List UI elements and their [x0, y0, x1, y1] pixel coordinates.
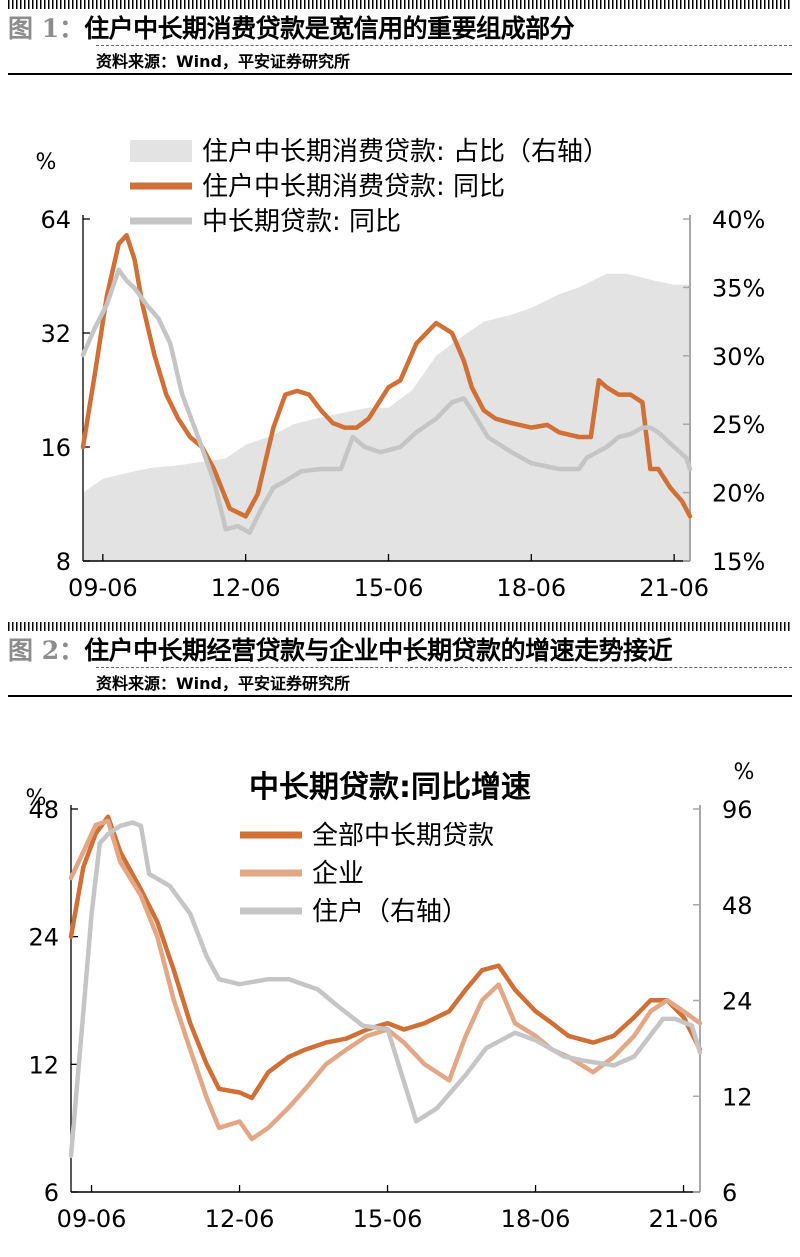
legend-label-2: 中长期贷款: 同比 — [202, 207, 401, 237]
y-axis-label: % — [36, 150, 57, 175]
series-line-2 — [68, 820, 703, 1159]
x-tick-label: 21-06 — [639, 574, 709, 602]
chart1: 8 16 32 64 15% 20% 25% 30% 35% 40% 09-06 12-06 15-06… — [36, 137, 766, 602]
series-line-0 — [68, 814, 703, 1101]
y2-tick-label: 20% — [712, 480, 765, 508]
y-tick-label: 48 — [28, 796, 59, 824]
y2-tick-label: 25% — [712, 411, 765, 439]
figure2-source: 资料来源：Wind，平安证券研究所 — [96, 667, 792, 694]
figure1-number: 图 1： — [8, 14, 85, 43]
y2-tick-label: 12 — [722, 1083, 753, 1111]
y2-tick-label: 6 — [722, 1179, 737, 1207]
y2-tick-label: 96 — [722, 796, 753, 824]
legend-label-1: 企业 — [312, 859, 364, 889]
x-tick-label: 12-06 — [211, 574, 281, 602]
x-tick-label: 15-06 — [353, 1205, 423, 1233]
y2-tick-label: 24 — [722, 988, 753, 1016]
figure2-title-row: 图 2： 住户中长期经营贷款与企业中长期贷款的增速走势接近 — [8, 631, 792, 667]
figure2-number: 图 2： — [8, 636, 85, 665]
x-tick-label: 09-06 — [57, 1205, 127, 1233]
figure2-header: 图 2： 住户中长期经营贷款与企业中长期贷款的增速走势接近 资料来源：Wind，… — [8, 622, 792, 697]
figure2-title: 住户中长期经营贷款与企业中长期贷款的增速走势接近 — [84, 636, 673, 665]
y-tick-label: 12 — [28, 1051, 59, 1079]
chart2: 6 12 24 48 6 12 24 48 96 09-06 12-06 15-06 18-06 21-0… — [26, 760, 755, 1233]
y-tick-label: 24 — [28, 924, 59, 952]
y2-tick-label: 35% — [712, 274, 765, 302]
y2-tick-label: 30% — [712, 343, 765, 371]
x-tick-label: 12-06 — [205, 1205, 275, 1233]
figure1-rule — [8, 73, 792, 75]
y2-tick-label: 40% — [712, 206, 765, 234]
y-tick-label: 16 — [40, 434, 71, 462]
x-tick-label: 09-06 — [68, 574, 138, 602]
y-axis-label: % — [26, 786, 47, 811]
y-tick-label: 6 — [44, 1179, 59, 1207]
y-tick-label: 8 — [56, 548, 71, 576]
series-area-0 — [83, 273, 690, 561]
series-line-1 — [68, 818, 703, 1142]
legend-label-2: 住户（右轴） — [312, 897, 468, 927]
figure1-header: 图 1： 住户中长期消费贷款是宽信用的重要组成部分 资料来源：Wind，平安证券… — [8, 0, 792, 75]
legend-label-1: 住户中长期消费贷款: 同比 — [202, 172, 505, 202]
legend-label-0: 住户中长期消费贷款: 占比（右轴） — [202, 137, 609, 167]
figure1-title-row: 图 1： 住户中长期消费贷款是宽信用的重要组成部分 — [8, 9, 792, 45]
dotted-rule — [8, 622, 792, 631]
series-line-2 — [80, 267, 693, 535]
x-tick-label: 18-06 — [501, 1205, 571, 1233]
y2-tick-label: 15% — [712, 548, 765, 576]
y2-axis-label: % — [734, 760, 755, 785]
legend-swatch-0 — [130, 140, 192, 162]
y2-tick-label: 48 — [722, 892, 753, 920]
x-tick-label: 18-06 — [496, 574, 566, 602]
y-tick-label: 32 — [40, 320, 71, 348]
chart-title: 中长期贷款:同比增速 — [249, 770, 531, 805]
series-line-1 — [80, 232, 693, 519]
x-tick-label: 21-06 — [649, 1205, 719, 1233]
dotted-rule — [8, 0, 792, 9]
legend-label-0: 全部中长期贷款 — [312, 821, 494, 851]
figure1-source: 资料来源：Wind，平安证券研究所 — [96, 45, 792, 72]
figure1-title: 住户中长期消费贷款是宽信用的重要组成部分 — [84, 14, 575, 43]
x-tick-label: 15-06 — [354, 574, 424, 602]
y-tick-label: 64 — [40, 206, 71, 234]
figure2-rule — [8, 695, 792, 697]
